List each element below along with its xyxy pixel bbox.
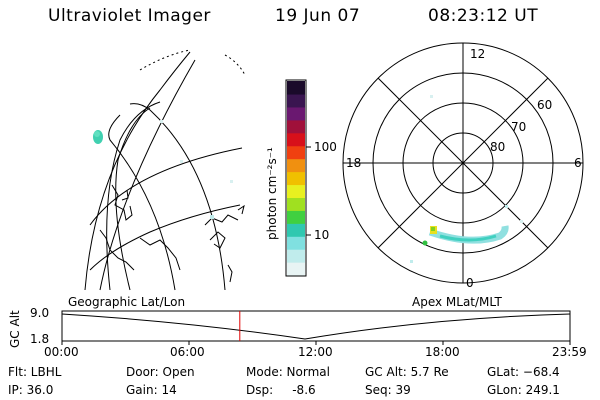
colorbar-segment: [287, 223, 305, 237]
geographic-panel-label: Geographic Lat/Lon: [68, 295, 186, 309]
colorbar-segment: [287, 158, 305, 173]
colorbar-segment: [287, 81, 305, 95]
info-glon: GLon: 249.1: [487, 383, 560, 397]
altitude-ylabel: GC Alt: [8, 310, 22, 348]
colorbar-unit-label: photon cm⁻²s⁻¹: [265, 147, 279, 240]
date-label: 19 Jun 07: [275, 6, 361, 26]
colorbar-label-100: 100: [314, 140, 337, 154]
info-glat: GLat: −68.4: [487, 365, 560, 379]
instrument-title: Ultraviolet Imager: [48, 6, 211, 26]
mlt-label-12: 12: [470, 47, 486, 61]
info-ip: IP: 36.0: [8, 383, 54, 397]
info-mode: Mode: Normal: [246, 365, 330, 379]
colorbar-segment: [287, 145, 305, 160]
info-gc-alt: GC Alt: 5.7 Re: [365, 365, 449, 379]
colorbar-segment: [287, 236, 305, 250]
polar-plot: [342, 42, 584, 284]
colorbar-frame: [285, 79, 307, 277]
colorbar-segment: [287, 106, 305, 121]
altitude-xtick-2: 12:00: [298, 345, 333, 359]
info-door: Door: Open: [126, 365, 195, 379]
polar-diagonal-2: [377, 77, 549, 249]
mlt-label-6: 6: [574, 156, 582, 170]
colorbar-segment: [287, 262, 305, 276]
info-filter: Flt: LBHL: [8, 365, 62, 379]
altitude-ytick-bottom: 1.8: [30, 332, 50, 346]
colorbar-segment: [287, 132, 305, 147]
colorbar: [285, 79, 311, 277]
info-gain: Gain: 14: [126, 383, 177, 397]
altitude-xtick-3: 18:00: [425, 345, 460, 359]
mlt-label-0: 0: [466, 276, 474, 290]
colorbar-segment: [287, 184, 305, 198]
altitude-plot-frame: [61, 310, 571, 342]
colorbar-segment: [287, 119, 305, 134]
colorbar-segment: [287, 249, 305, 263]
mlat-label-60: 60: [537, 98, 553, 112]
mlat-label-70: 70: [511, 120, 527, 134]
geographic-map: [84, 49, 246, 291]
colorbar-segment: [287, 93, 305, 108]
time-label: 08:23:12 UT: [428, 6, 539, 26]
altitude-xtick-1: 06:00: [170, 345, 205, 359]
altitude-curve: [61, 313, 571, 340]
auroral-oval-core: [439, 234, 497, 242]
colorbar-label-10: 10: [314, 228, 330, 242]
colorbar-segment: [287, 197, 305, 211]
aurora-spot: [422, 240, 428, 246]
altitude-xtick-0: 00:00: [44, 345, 79, 359]
info-seq: Seq: 39: [365, 383, 411, 397]
mlt-label-18: 18: [346, 156, 362, 170]
mlat-label-80: 80: [490, 140, 506, 154]
apex-panel-label: Apex MLat/MLT: [412, 295, 502, 309]
colorbar-segment: [287, 210, 305, 224]
altitude-xtick-4: 23:59: [552, 345, 587, 359]
altitude-plot: [61, 310, 571, 345]
colorbar-segment: [287, 171, 305, 186]
altitude-ytick-top: 9.0: [30, 306, 50, 320]
info-dsp: Dsp: -8.6: [246, 383, 316, 397]
